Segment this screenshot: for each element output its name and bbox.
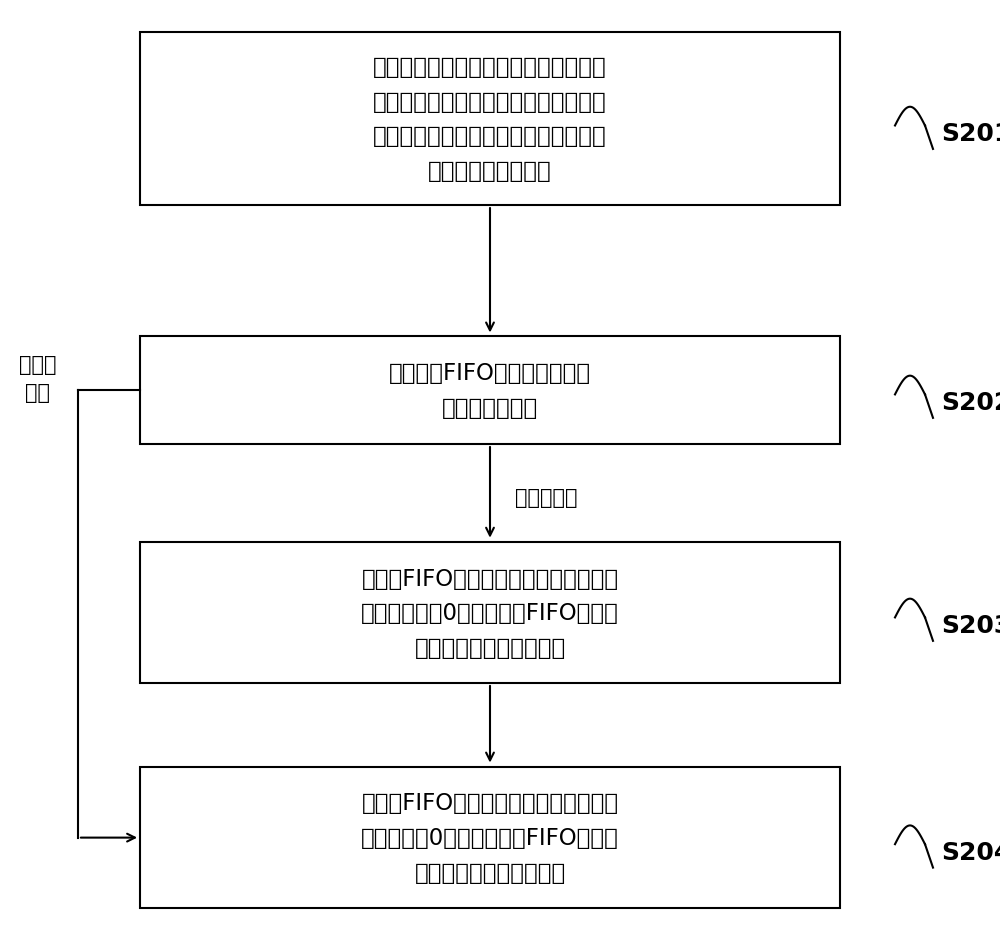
Bar [140,337,840,445]
Bar [140,543,840,683]
Text: S203: S203 [941,613,1000,637]
Bar [140,768,840,908]
Text: S201: S201 [941,122,1000,146]
Text: 剩余可
写位: 剩余可 写位 [19,355,57,403]
Text: 计算异步FIFO中的剩余读取位
或剩余可写位。: 计算异步FIFO中的剩余读取位 或剩余可写位。 [389,362,591,419]
Text: S204: S204 [941,840,1000,864]
Text: 预先基于读写指针所在时钟域的实际时
钟频率，读写指针产生方式所对应的已
读位和未达到存储位宽时的状态定义将
满状态和将空状态。: 预先基于读写指针所在时钟域的实际时 钟频率，读写指针产生方式所对应的已 读位和未… [373,56,607,183]
Bar [140,33,840,206]
Text: 若异步FIFO中的剩余读取位小于等于预
设阈值且大于0，生成异步FIFO的工作
状态为将空状态的信息。: 若异步FIFO中的剩余读取位小于等于预 设阈值且大于0，生成异步FIFO的工作 … [361,567,619,659]
Text: S202: S202 [941,390,1000,415]
Text: 剩余读取位: 剩余读取位 [515,488,578,508]
Text: 若异步FIFO中的剩余可写位不大于预设
阈值且大于0，生成述异步FIFO的工作
状态为将满状态的信息。: 若异步FIFO中的剩余可写位不大于预设 阈值且大于0，生成述异步FIFO的工作 … [361,792,619,884]
